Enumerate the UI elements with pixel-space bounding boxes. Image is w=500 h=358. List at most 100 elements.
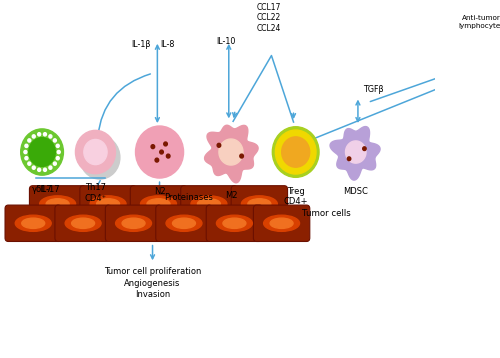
Text: N2: N2 [154, 188, 166, 197]
Text: Tumor cells: Tumor cells [302, 209, 350, 218]
Polygon shape [346, 141, 366, 163]
Circle shape [472, 53, 480, 62]
Circle shape [362, 147, 366, 150]
Circle shape [240, 154, 244, 158]
Circle shape [54, 139, 56, 142]
FancyBboxPatch shape [231, 186, 287, 222]
FancyArrowPatch shape [156, 45, 160, 121]
Circle shape [76, 130, 116, 174]
Text: Proteinases: Proteinases [164, 193, 213, 202]
FancyBboxPatch shape [5, 205, 62, 242]
FancyArrowPatch shape [227, 45, 230, 117]
Circle shape [32, 135, 35, 138]
Ellipse shape [46, 199, 69, 209]
Ellipse shape [22, 218, 44, 228]
Ellipse shape [72, 218, 94, 228]
Polygon shape [330, 127, 380, 180]
FancyArrowPatch shape [87, 180, 100, 206]
Text: γδ17: γδ17 [32, 185, 52, 194]
Circle shape [44, 133, 46, 136]
FancyBboxPatch shape [30, 186, 86, 222]
FancyBboxPatch shape [206, 205, 262, 242]
Circle shape [38, 133, 40, 136]
Ellipse shape [65, 215, 101, 231]
Text: Tumor cell proliferation
Angiogenesis
Invasion: Tumor cell proliferation Angiogenesis In… [104, 267, 201, 299]
Circle shape [44, 168, 46, 171]
Circle shape [49, 135, 52, 138]
Circle shape [151, 145, 154, 149]
Ellipse shape [16, 215, 51, 231]
Text: CCL17
CCL22
CCL24: CCL17 CCL22 CCL24 [256, 3, 281, 33]
FancyArrowPatch shape [96, 74, 150, 137]
Text: TGFβ: TGFβ [364, 85, 384, 94]
Circle shape [20, 129, 64, 175]
FancyBboxPatch shape [254, 205, 310, 242]
Circle shape [348, 157, 351, 161]
Circle shape [276, 130, 316, 174]
Text: MDSC: MDSC [344, 187, 368, 196]
Text: M2: M2 [224, 191, 237, 200]
Ellipse shape [147, 199, 170, 209]
Text: IL-10: IL-10 [216, 37, 235, 46]
Text: Anti-tumor
lymphocytes: Anti-tumor lymphocytes [458, 15, 500, 29]
FancyArrowPatch shape [370, 72, 452, 102]
Circle shape [155, 158, 158, 162]
Circle shape [166, 154, 170, 158]
Circle shape [464, 45, 499, 83]
Circle shape [455, 36, 500, 92]
Circle shape [136, 126, 184, 178]
Ellipse shape [172, 218, 196, 228]
Circle shape [160, 150, 164, 154]
Circle shape [460, 40, 500, 87]
Ellipse shape [264, 215, 300, 231]
Polygon shape [204, 125, 258, 183]
Circle shape [54, 162, 56, 165]
FancyBboxPatch shape [55, 205, 112, 242]
FancyBboxPatch shape [130, 186, 186, 222]
Ellipse shape [40, 196, 76, 212]
FancyArrowPatch shape [356, 101, 360, 121]
FancyArrowPatch shape [292, 113, 296, 117]
Circle shape [164, 142, 168, 146]
Text: IL-1β: IL-1β [132, 40, 151, 49]
Ellipse shape [90, 196, 126, 212]
Ellipse shape [140, 196, 176, 212]
Circle shape [272, 127, 319, 177]
FancyBboxPatch shape [156, 205, 212, 242]
FancyArrowPatch shape [150, 246, 154, 259]
Circle shape [28, 162, 31, 165]
Ellipse shape [191, 196, 227, 212]
FancyArrowPatch shape [232, 112, 236, 117]
Circle shape [472, 55, 490, 73]
Circle shape [56, 144, 59, 147]
Ellipse shape [270, 218, 293, 228]
Circle shape [29, 138, 56, 166]
FancyBboxPatch shape [180, 186, 237, 222]
Text: Treg
CD4+: Treg CD4+ [284, 187, 308, 206]
Ellipse shape [116, 215, 152, 231]
Circle shape [38, 168, 40, 171]
Text: IL-8: IL-8 [160, 40, 175, 49]
Ellipse shape [198, 199, 220, 209]
Circle shape [49, 166, 52, 169]
Circle shape [84, 140, 107, 165]
Ellipse shape [223, 218, 246, 228]
Circle shape [32, 166, 35, 169]
Circle shape [25, 156, 28, 160]
Ellipse shape [96, 199, 120, 209]
Ellipse shape [216, 215, 252, 231]
Circle shape [28, 139, 31, 142]
Circle shape [56, 156, 59, 160]
FancyBboxPatch shape [80, 186, 136, 222]
Circle shape [24, 150, 27, 154]
Circle shape [80, 136, 120, 179]
Text: Th17
CD4⁺: Th17 CD4⁺ [84, 183, 106, 203]
Ellipse shape [242, 196, 278, 212]
Ellipse shape [122, 218, 145, 228]
FancyBboxPatch shape [106, 205, 162, 242]
Circle shape [217, 143, 220, 147]
Circle shape [57, 150, 60, 154]
Text: IL-17: IL-17 [40, 185, 60, 194]
Circle shape [282, 137, 310, 167]
Polygon shape [219, 139, 243, 165]
